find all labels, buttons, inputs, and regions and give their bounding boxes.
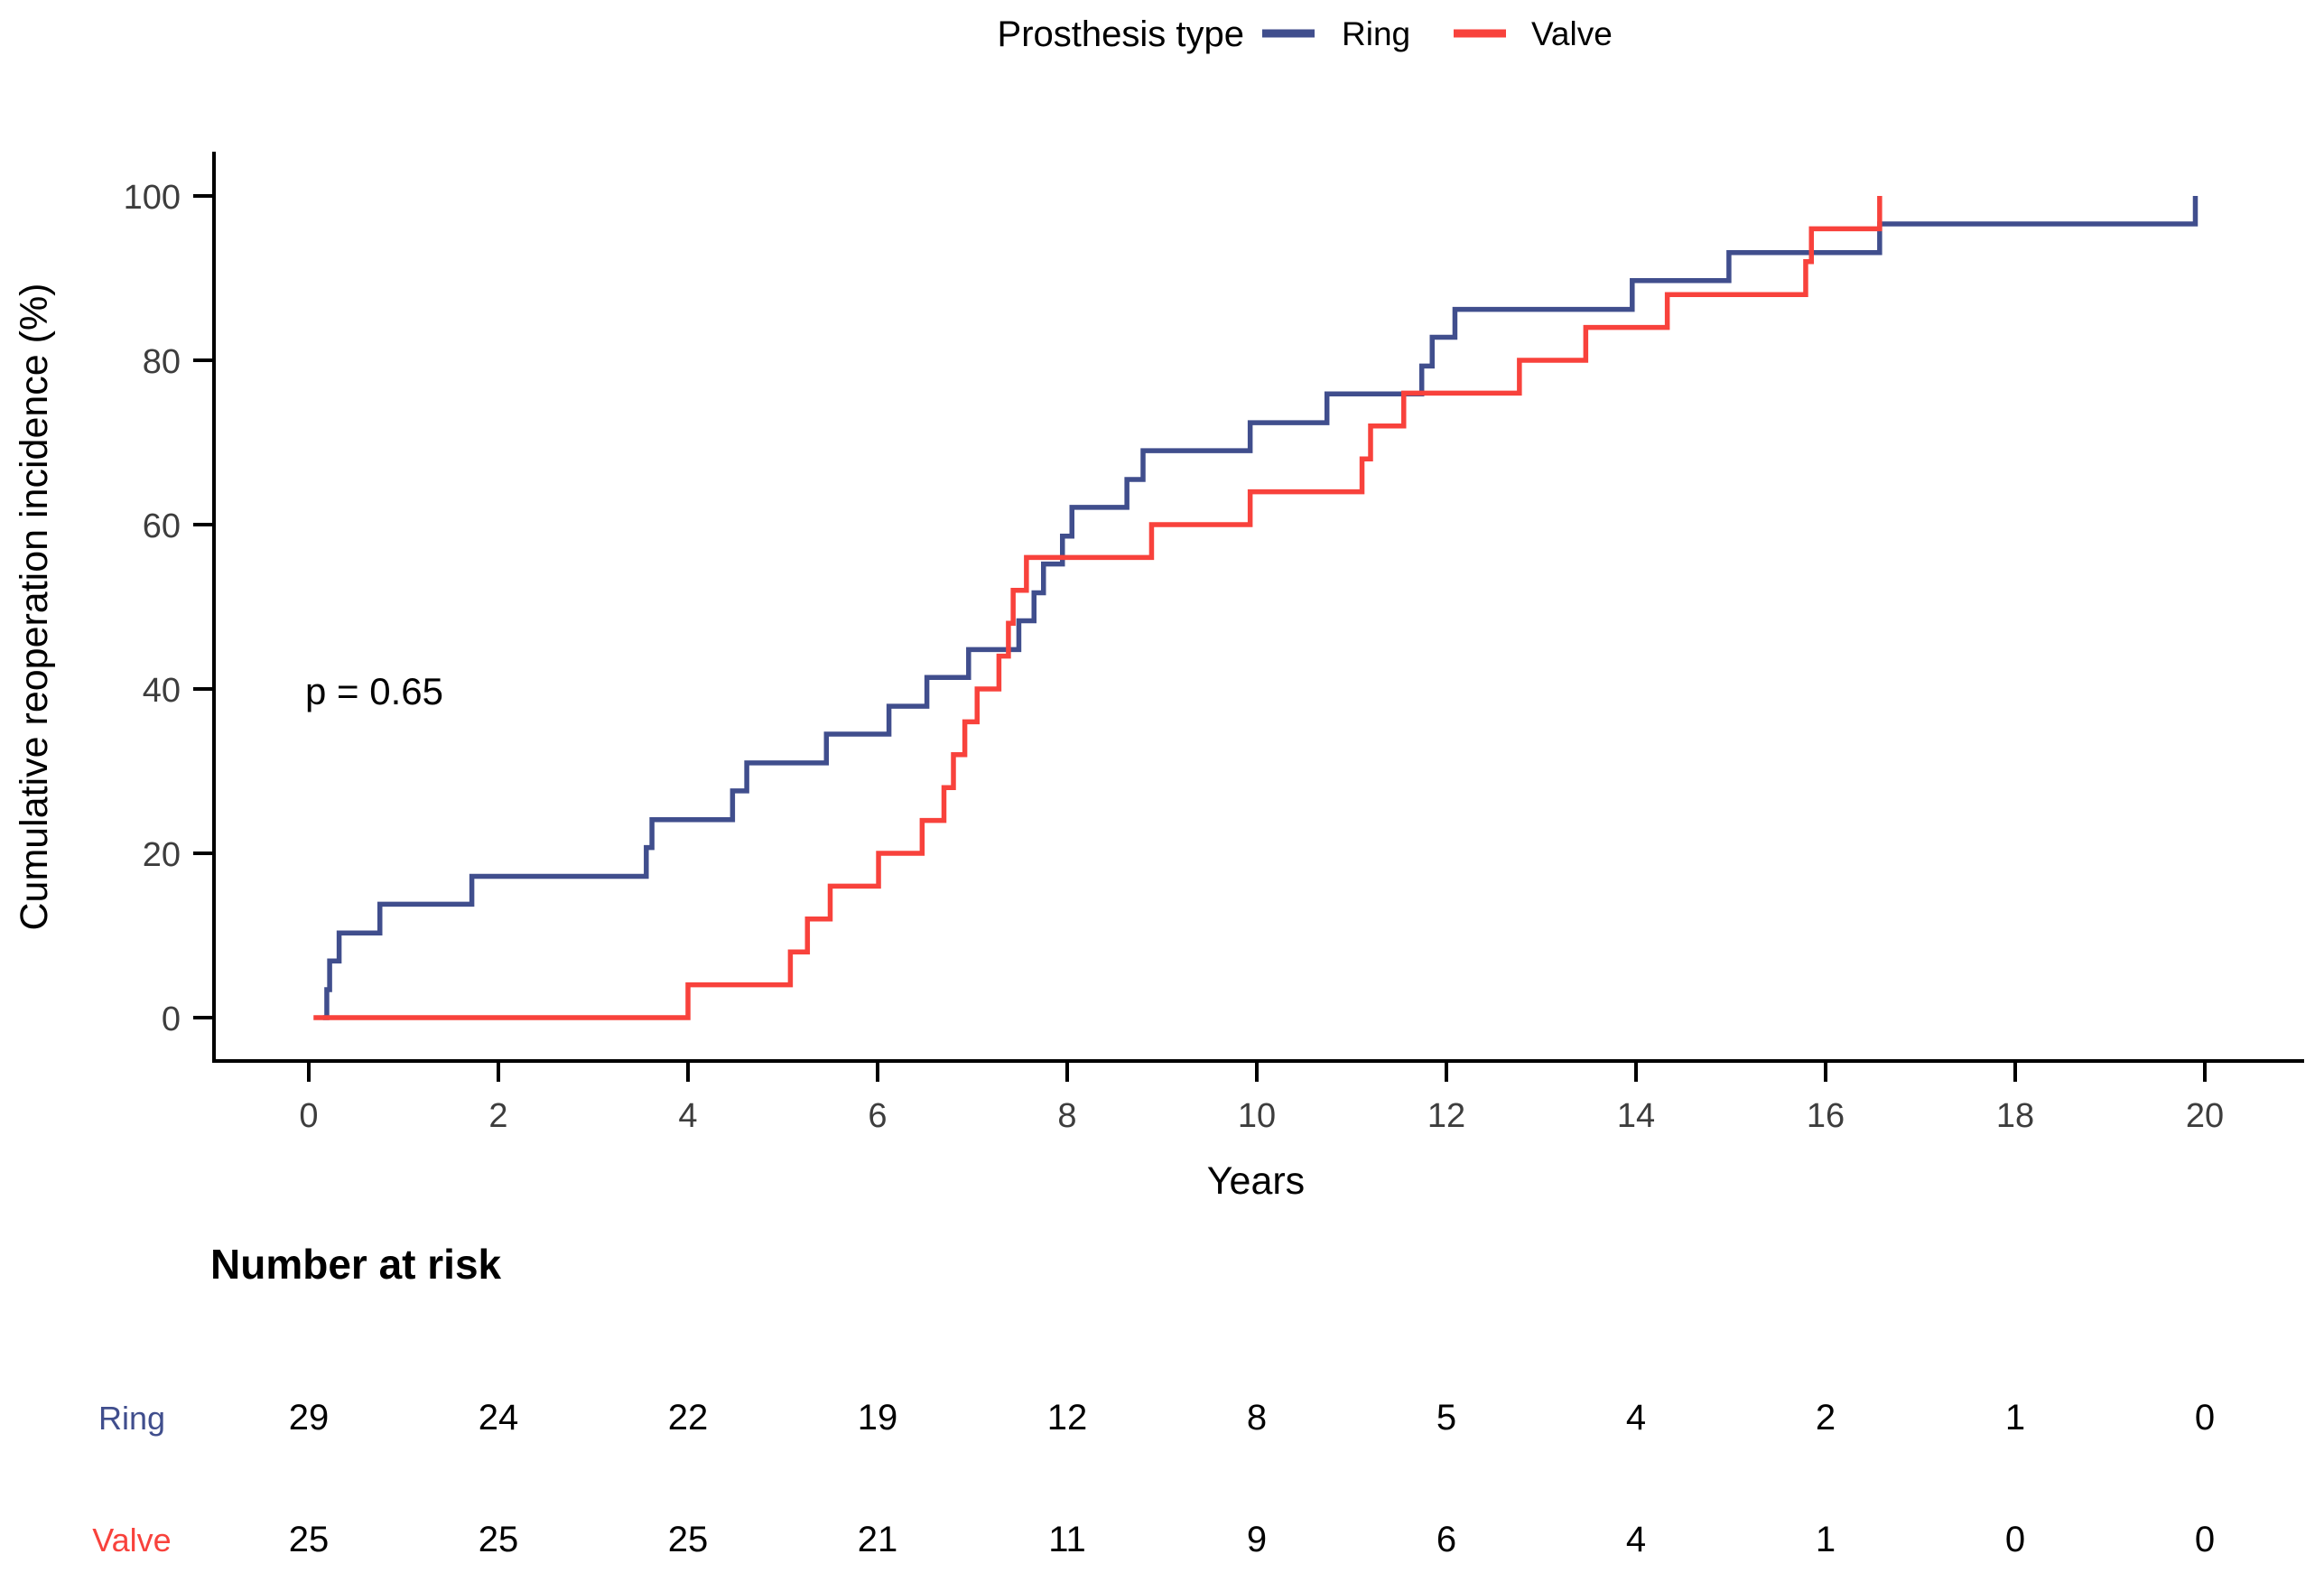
- risk-count-valve: 0: [2005, 1520, 2025, 1559]
- risk-count-ring: 12: [1047, 1398, 1088, 1438]
- x-axis-title: Years: [1207, 1159, 1305, 1203]
- risk-count-ring: 5: [1436, 1398, 1456, 1438]
- x-tick-label: 2: [488, 1097, 507, 1135]
- y-ticks: 0 20 40 60 80 100: [124, 179, 214, 1038]
- x-tick-label: 16: [1807, 1097, 1845, 1135]
- legend-valve-label: Valve: [1531, 15, 1613, 52]
- x-tick-label: 10: [1238, 1097, 1276, 1135]
- ring-curve: [322, 196, 2199, 1020]
- y-axis-title: Cumulative reoperation incidence (%): [13, 283, 56, 930]
- x-tick-label: 0: [299, 1097, 318, 1135]
- risk-count-ring: 2: [1816, 1398, 1836, 1438]
- y-tick-label: 20: [143, 836, 181, 874]
- x-tick-label: 18: [1996, 1097, 2034, 1135]
- legend-ring-label: Ring: [1342, 15, 1410, 52]
- risk-count-ring: 24: [479, 1398, 519, 1438]
- risk-count-ring: 0: [2195, 1398, 2215, 1438]
- risk-count-valve: 25: [289, 1520, 330, 1559]
- risk-count-valve: 0: [2195, 1520, 2215, 1559]
- x-tick-label: 20: [2186, 1097, 2224, 1135]
- risk-count-valve: 6: [1436, 1520, 1456, 1559]
- risk-count-valve: 9: [1247, 1520, 1267, 1559]
- y-tick-label: 60: [143, 507, 181, 545]
- risk-counts: 29 24 22 19 12 8 5 4 2 1 025 25 25 21 11 9 6 4 1 0 0: [289, 1398, 2215, 1559]
- x-tick-label: 8: [1057, 1097, 1076, 1135]
- p-value-annotation: p = 0.65: [305, 670, 443, 712]
- risk-row-label-valve: Valve: [92, 1522, 171, 1559]
- risk-count-ring: 4: [1626, 1398, 1646, 1438]
- risk-row-label-ring: Ring: [98, 1400, 165, 1437]
- risk-count-ring: 19: [858, 1398, 898, 1438]
- legend-title: Prosthesis type: [998, 14, 1244, 54]
- risk-count-valve: 25: [668, 1520, 709, 1559]
- x-tick-label: 12: [1427, 1097, 1465, 1135]
- x-ticks: 0 2 4 6 8 10 12 14 16 18 20: [299, 1061, 2224, 1135]
- risk-count-ring: 8: [1247, 1398, 1267, 1438]
- x-tick-label: 4: [678, 1097, 697, 1135]
- risk-count-valve: 4: [1626, 1520, 1646, 1559]
- risk-count-valve: 25: [479, 1520, 519, 1559]
- legend: Prosthesis type Ring Valve: [998, 14, 1613, 54]
- x-tick-label: 6: [868, 1097, 887, 1135]
- y-tick-label: 80: [143, 343, 181, 381]
- risk-count-ring: 29: [289, 1398, 330, 1438]
- x-tick-label: 14: [1617, 1097, 1655, 1135]
- risk-count-valve: 11: [1048, 1520, 1086, 1559]
- risk-count-valve: 1: [1816, 1520, 1836, 1559]
- risk-count-ring: 1: [2005, 1398, 2025, 1438]
- y-tick-label: 100: [124, 179, 181, 217]
- risk-count-ring: 22: [668, 1398, 709, 1438]
- y-tick-label: 0: [162, 1000, 181, 1038]
- valve-curve: [313, 196, 1882, 1020]
- y-tick-label: 40: [143, 672, 181, 710]
- risk-count-valve: 21: [858, 1520, 898, 1559]
- risk-table-title: Number at risk: [210, 1241, 502, 1288]
- curves: [313, 196, 2199, 1020]
